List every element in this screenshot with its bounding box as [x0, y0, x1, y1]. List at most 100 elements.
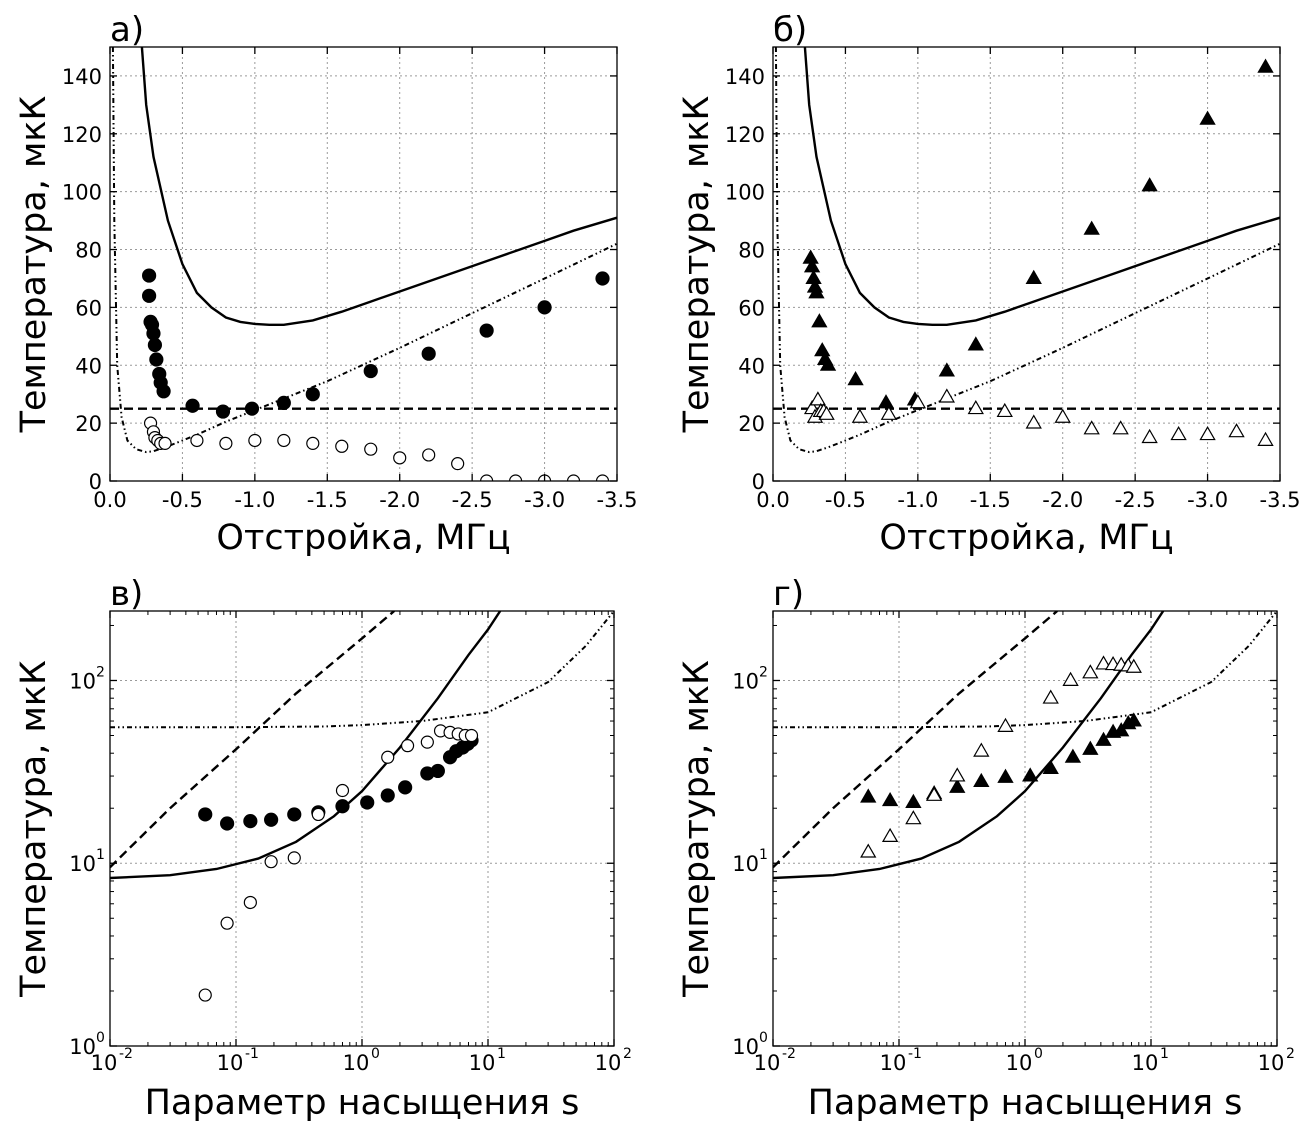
- data-point: [147, 337, 163, 353]
- x-tick-label-exponent: -1: [908, 1046, 922, 1062]
- y-tick-label: 80: [738, 239, 765, 263]
- x-tick-label: -2.5: [1115, 488, 1156, 512]
- data-point: [1022, 767, 1039, 782]
- panel-3: 10 -2 10 -1 10 0 10 1 10 210 010 110 2в)Параметр нас…: [14, 574, 632, 1121]
- data-point: [1125, 712, 1142, 727]
- x-tick-label: 10: [880, 1051, 907, 1075]
- data-point: [1257, 58, 1274, 73]
- data-point: [276, 395, 291, 410]
- data-point: [809, 391, 827, 406]
- data-point: [509, 474, 523, 481]
- y-tick-label-exponent: 2: [759, 664, 768, 680]
- x-axis-title: Отстройка, МГц: [879, 518, 1173, 558]
- data-point: [277, 433, 291, 448]
- x-tick-label: 0.0: [93, 488, 126, 512]
- x-tick-label: 10: [469, 1051, 496, 1075]
- data-point: [264, 812, 279, 827]
- x-tick-label: 10: [1006, 1051, 1033, 1075]
- x-tick-label: -0.5: [162, 488, 203, 512]
- data-point: [1141, 177, 1158, 192]
- data-point: [1112, 420, 1129, 435]
- panel-label: в): [110, 574, 143, 614]
- x-tick-label: 10: [343, 1051, 370, 1075]
- data-point: [158, 436, 172, 450]
- data-point: [287, 807, 302, 822]
- x-tick-label: 10: [91, 1051, 118, 1075]
- data-point: [1199, 110, 1216, 125]
- data-point: [905, 793, 922, 808]
- y-tick-label: 80: [75, 239, 102, 263]
- data-point: [363, 363, 378, 379]
- x-tick-label-exponent: -2: [782, 1046, 796, 1062]
- y-axis-title: Температура, мкК: [14, 660, 54, 998]
- data-point: [190, 433, 204, 448]
- x-tick-label: 10: [1258, 1051, 1285, 1075]
- data-point: [156, 384, 171, 399]
- y-axis-title: Температура, мкК: [677, 660, 717, 998]
- x-tick-label: -3.0: [524, 488, 565, 512]
- data-point: [1064, 748, 1082, 763]
- data-point: [1125, 658, 1142, 673]
- data-point: [335, 799, 350, 814]
- y-tick-label: 10: [732, 1035, 759, 1059]
- data-point: [1082, 740, 1099, 755]
- x-tick-label: -2.5: [452, 488, 493, 512]
- x-tick-label: -0.5: [825, 488, 866, 512]
- data-point: [973, 772, 990, 787]
- data-point: [938, 388, 955, 403]
- data-markers: [198, 724, 479, 1002]
- x-tick-label: -1.5: [307, 488, 348, 512]
- dash-dot-line: [111, 47, 617, 454]
- y-tick-label: 120: [62, 123, 102, 147]
- y-tick-label: 0: [89, 470, 102, 494]
- solid-line: [140, 47, 617, 326]
- y-tick-label-exponent: 1: [759, 847, 768, 863]
- grid: [773, 611, 1277, 1046]
- y-tick-label: 40: [75, 354, 102, 378]
- x-tick-label-exponent: 1: [497, 1046, 506, 1062]
- dash-dot-line: [774, 47, 1280, 454]
- x-tick-label-exponent: 2: [623, 1046, 632, 1062]
- data-point: [215, 404, 231, 419]
- plot-frame: [109, 46, 618, 482]
- data-point: [1042, 759, 1059, 774]
- data-point: [877, 394, 895, 409]
- data-point: [819, 356, 837, 371]
- data-point: [311, 807, 325, 822]
- y-tick-label-exponent: 2: [96, 664, 105, 680]
- x-tick-label: -1.5: [970, 488, 1011, 512]
- data-point: [185, 398, 200, 413]
- solid-line: [110, 611, 502, 880]
- x-tick-label: -1.0: [897, 488, 938, 512]
- x-tick-label: -3.5: [597, 488, 638, 512]
- data-point: [1025, 414, 1042, 429]
- data-point: [949, 778, 966, 793]
- data-point: [881, 827, 899, 843]
- data-point: [1113, 722, 1130, 737]
- data-point: [198, 807, 213, 822]
- y-tick-label: 10: [69, 669, 96, 693]
- x-axis-title: Параметр насыщения s: [808, 1083, 1243, 1121]
- data-point: [881, 791, 899, 807]
- data-point: [1257, 431, 1274, 446]
- data-point: [949, 767, 966, 782]
- x-tick-label-exponent: 0: [371, 1046, 380, 1062]
- dashed-line: [773, 611, 1058, 869]
- data-point: [938, 362, 955, 377]
- data-point: [287, 851, 301, 865]
- x-tick-label-exponent: 1: [1160, 1046, 1169, 1062]
- x-axis-title: Отстройка, МГц: [216, 518, 510, 558]
- y-tick-label: 40: [738, 354, 765, 378]
- data-point: [1025, 269, 1042, 284]
- x-tick-label: -3.5: [1260, 488, 1301, 512]
- data-point: [851, 408, 869, 423]
- x-tick-label: -1.0: [234, 488, 275, 512]
- y-tick-label: 10: [69, 1035, 96, 1059]
- y-tick-label: 140: [62, 65, 102, 89]
- data-point: [803, 258, 821, 273]
- data-point: [305, 387, 320, 402]
- data-point: [1082, 664, 1099, 679]
- data-point: [335, 439, 349, 453]
- data-point: [595, 271, 610, 286]
- dash-dot-line: [110, 611, 614, 729]
